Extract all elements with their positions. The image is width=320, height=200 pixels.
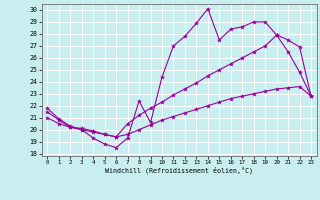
X-axis label: Windchill (Refroidissement éolien,°C): Windchill (Refroidissement éolien,°C) xyxy=(105,167,253,174)
